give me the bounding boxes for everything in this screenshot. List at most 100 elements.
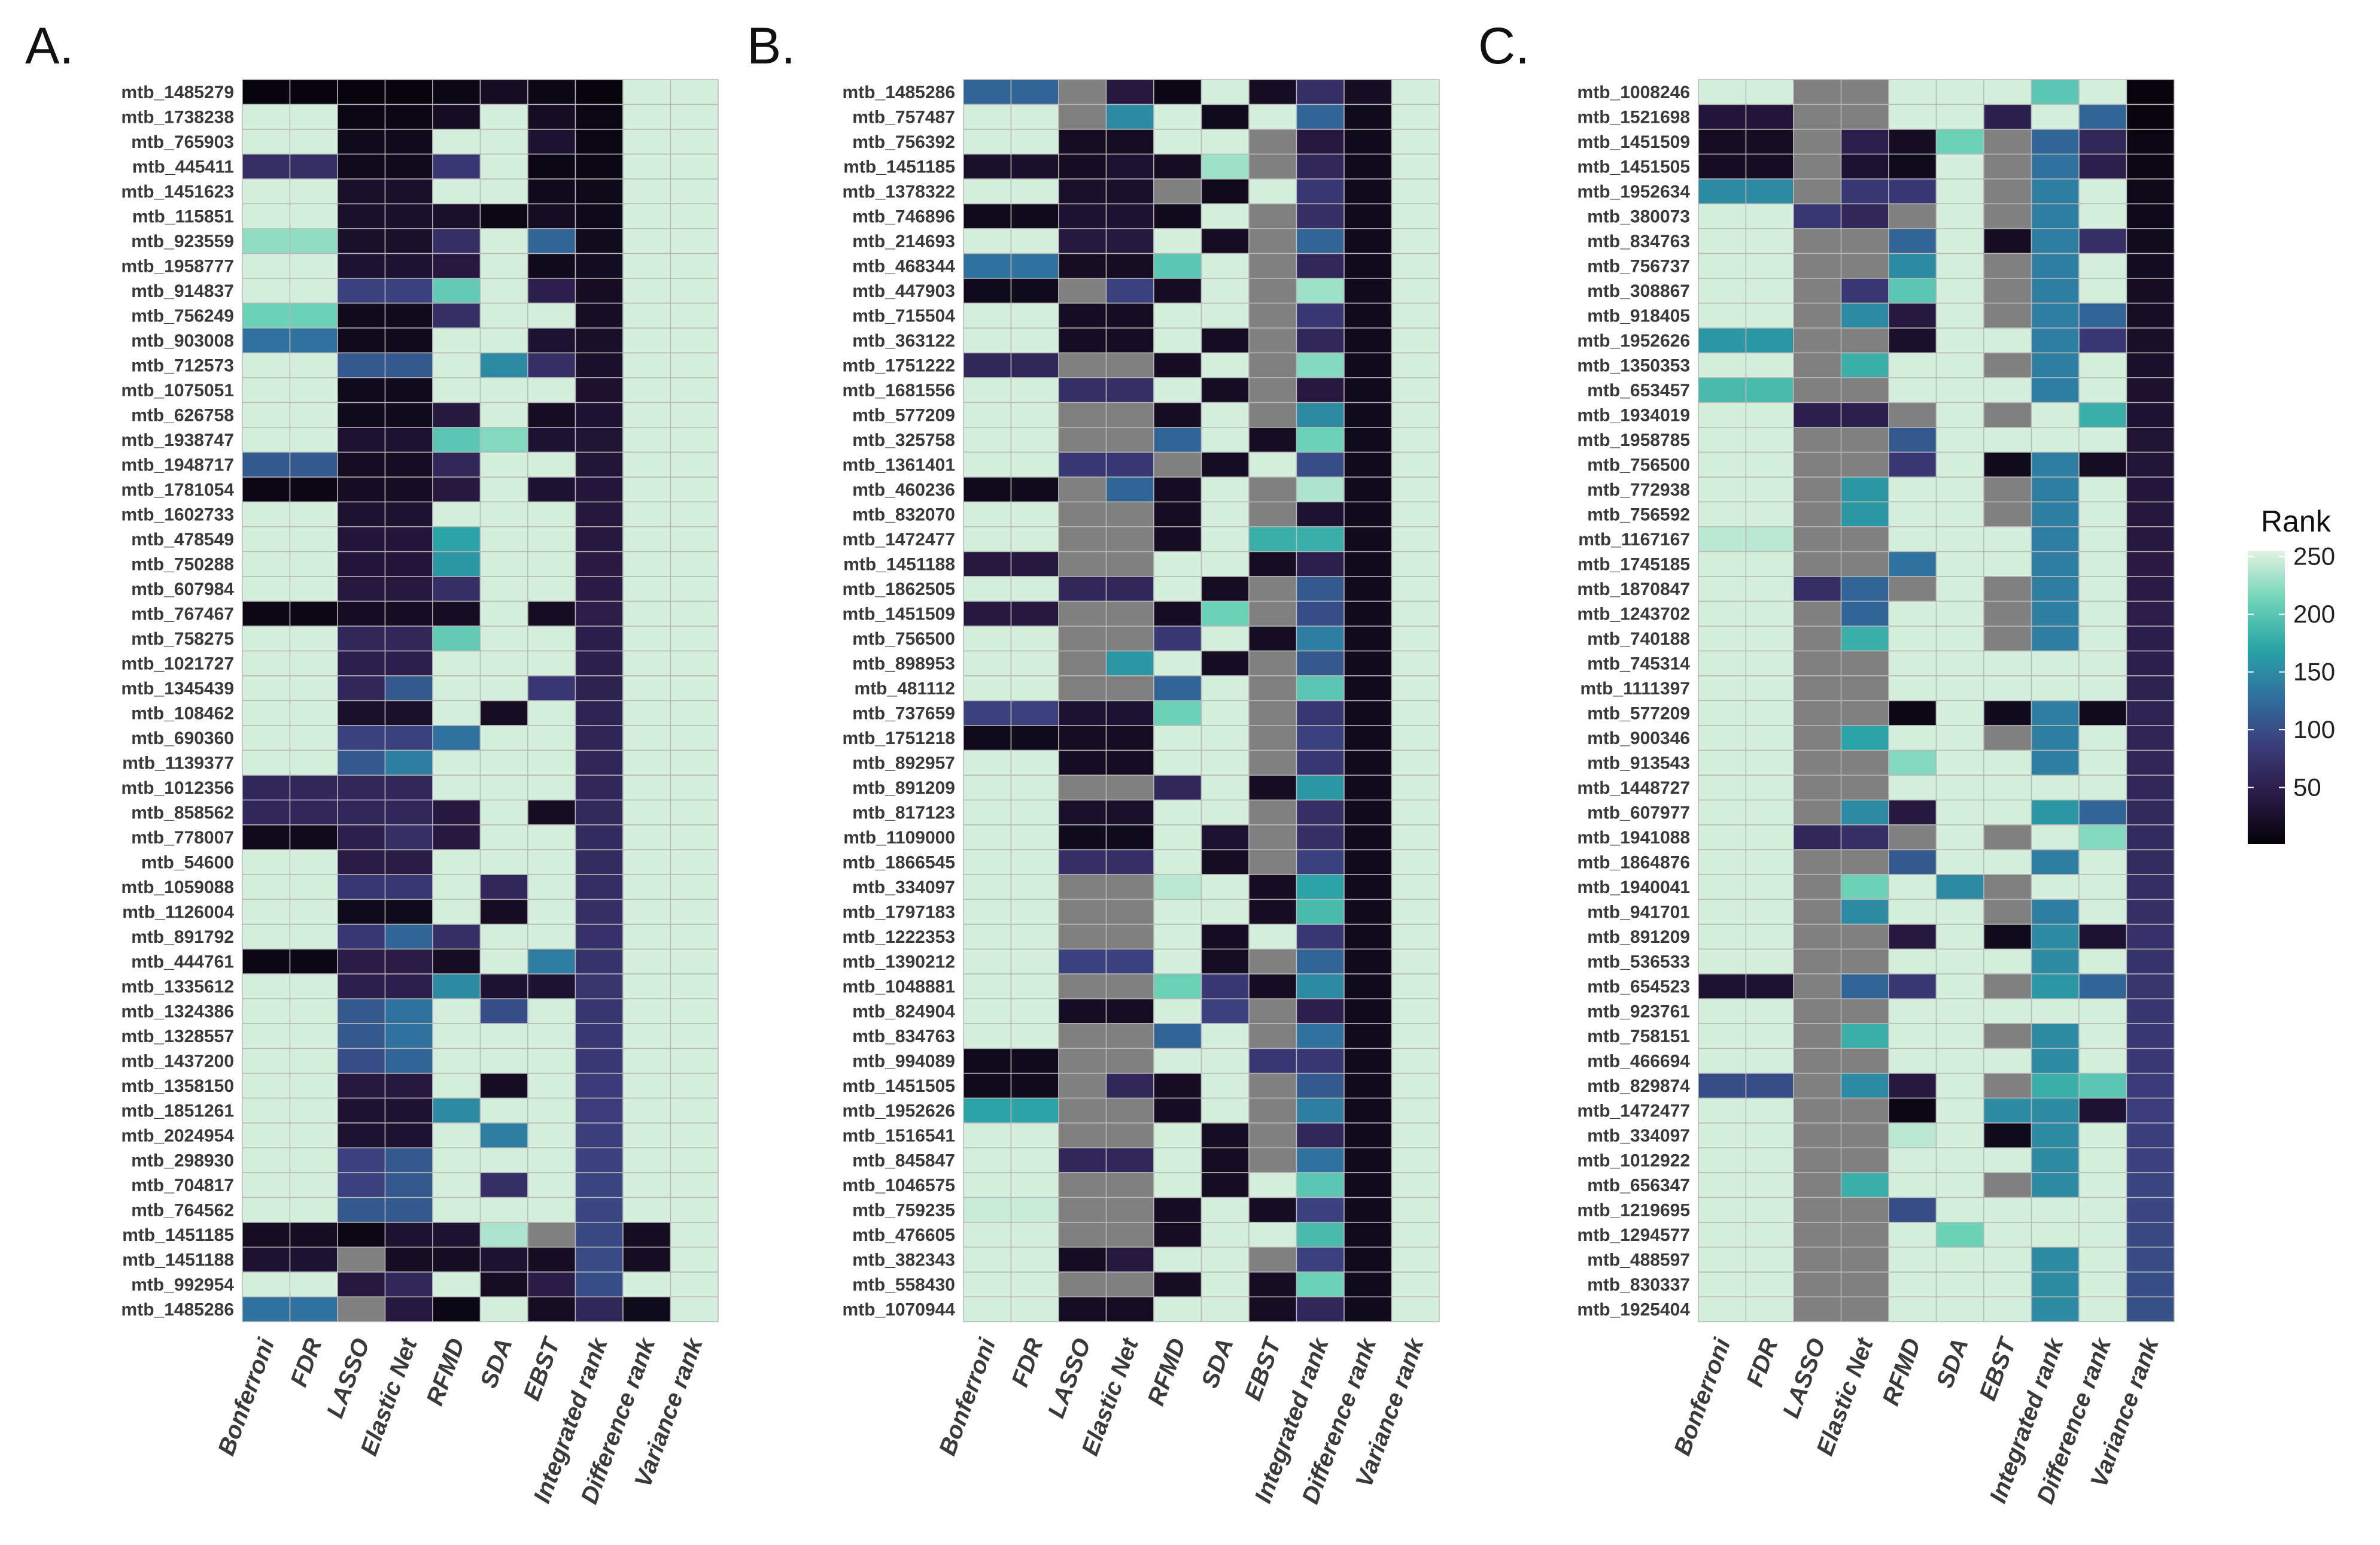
heatmap-cell: [1248, 1073, 1297, 1099]
heatmap-cell: [1745, 451, 1794, 478]
heatmap-cell: [1840, 476, 1889, 503]
heatmap-cell: [384, 1147, 433, 1173]
heatmap-cell: [1745, 1296, 1794, 1322]
heatmap-cell: [1983, 526, 2032, 553]
heatmap-cell: [1888, 427, 1937, 453]
heatmap-cell: [1058, 178, 1107, 205]
heatmap-cell: [289, 1296, 338, 1322]
heatmap-cell: [289, 1122, 338, 1149]
heatmap-cell: [622, 153, 671, 180]
heatmap-cell: [242, 476, 291, 503]
heatmap-cell: [1344, 178, 1393, 205]
heatmap-cell: [1153, 998, 1202, 1024]
heatmap-cell: [289, 749, 338, 776]
row-label: mtb_653457: [1587, 381, 1690, 400]
heatmap-cell: [479, 1097, 528, 1124]
heatmap-cell: [1200, 203, 1250, 229]
heatmap-cell: [670, 451, 719, 478]
heatmap-cell: [1935, 626, 1984, 652]
heatmap-cell: [1698, 526, 1747, 553]
heatmap-cell: [622, 1073, 671, 1099]
heatmap-cell: [622, 899, 671, 925]
heatmap-cell: [622, 253, 671, 279]
heatmap-cell: [289, 526, 338, 553]
heatmap-cell: [575, 948, 624, 975]
column-label: RFMD: [1142, 1335, 1191, 1409]
heatmap-cell: [2078, 998, 2127, 1024]
heatmap-cell: [384, 1048, 433, 1074]
heatmap-cell: [337, 650, 386, 676]
row-label: mtb_1751218: [843, 729, 955, 748]
column-label: EBST: [518, 1333, 566, 1404]
heatmap-cell: [432, 451, 481, 478]
heatmap-cell: [432, 302, 481, 329]
heatmap-cell: [384, 427, 433, 453]
heatmap-cell: [1840, 1197, 1889, 1223]
heatmap-cell: [1344, 1122, 1393, 1149]
heatmap-cell: [1793, 600, 1842, 627]
heatmap-cell: [1248, 924, 1297, 950]
heatmap-cell: [1153, 675, 1202, 702]
heatmap-cell: [1935, 1147, 1984, 1173]
row-label: mtb_740188: [1587, 629, 1690, 649]
heatmap-cell: [1105, 998, 1154, 1024]
heatmap-cell: [575, 203, 624, 229]
heatmap-cell: [1391, 327, 1440, 354]
heatmap-cell: [963, 427, 1012, 453]
heatmap-cell: [1153, 377, 1202, 403]
heatmap-cell: [1010, 700, 1059, 726]
heatmap-cell: [432, 650, 481, 676]
heatmap-cell: [1935, 1222, 1984, 1248]
heatmap-cell: [1745, 402, 1794, 428]
heatmap-cell: [622, 650, 671, 676]
heatmap-cell: [1391, 1246, 1440, 1273]
row-label: mtb_1324386: [121, 1001, 234, 1021]
heatmap-cell: [384, 551, 433, 577]
heatmap-cell: [1296, 700, 1345, 726]
heatmap-cell: [1296, 650, 1345, 676]
heatmap-cell: [432, 1246, 481, 1273]
heatmap-cell: [575, 1246, 624, 1273]
heatmap-cell: [622, 178, 671, 205]
heatmap-cell: [1200, 228, 1250, 254]
heatmap-cell: [2078, 129, 2127, 155]
heatmap-cell: [1888, 253, 1937, 279]
heatmap-cell: [1935, 377, 1984, 403]
heatmap-cell: [384, 600, 433, 627]
heatmap-cell: [1935, 1172, 1984, 1198]
heatmap-cell: [670, 1246, 719, 1273]
heatmap-cell: [1983, 700, 2032, 726]
heatmap-cell: [2031, 129, 2080, 155]
heatmap-cell: [622, 749, 671, 776]
heatmap-cell: [479, 551, 528, 577]
heatmap-cell: [1200, 1097, 1250, 1124]
heatmap-cell: [1344, 1222, 1393, 1248]
row-label: mtb_1958785: [1577, 430, 1690, 450]
heatmap-cell: [1058, 1147, 1107, 1173]
column-label: SDA: [475, 1335, 517, 1391]
heatmap-cell: [432, 1048, 481, 1074]
heatmap-cell: [2031, 799, 2080, 825]
heatmap-cell: [1698, 377, 1747, 403]
heatmap-cell: [575, 600, 624, 627]
row-label: mtb_382343: [852, 1250, 955, 1270]
heatmap-cell: [432, 253, 481, 279]
heatmap-cell: [242, 948, 291, 975]
heatmap-cell: [1983, 402, 2032, 428]
heatmap-cell: [384, 775, 433, 801]
row-label: mtb_1448727: [1577, 778, 1690, 798]
heatmap-cell: [1840, 79, 1889, 105]
heatmap-cell: [242, 899, 291, 925]
row-label: mtb_1952634: [1577, 182, 1691, 202]
column-label: SDA: [1196, 1335, 1238, 1391]
heatmap-cell: [670, 153, 719, 180]
heatmap-cell: [1010, 203, 1059, 229]
heatmap-cell: [1248, 129, 1297, 155]
heatmap-cell: [1793, 178, 1842, 205]
heatmap-cell: [384, 1197, 433, 1223]
heatmap-cell: [1105, 576, 1154, 602]
heatmap-cell: [1698, 849, 1747, 875]
heatmap-cell: [479, 129, 528, 155]
heatmap-cell: [527, 1222, 576, 1248]
heatmap-cell: [2078, 228, 2127, 254]
